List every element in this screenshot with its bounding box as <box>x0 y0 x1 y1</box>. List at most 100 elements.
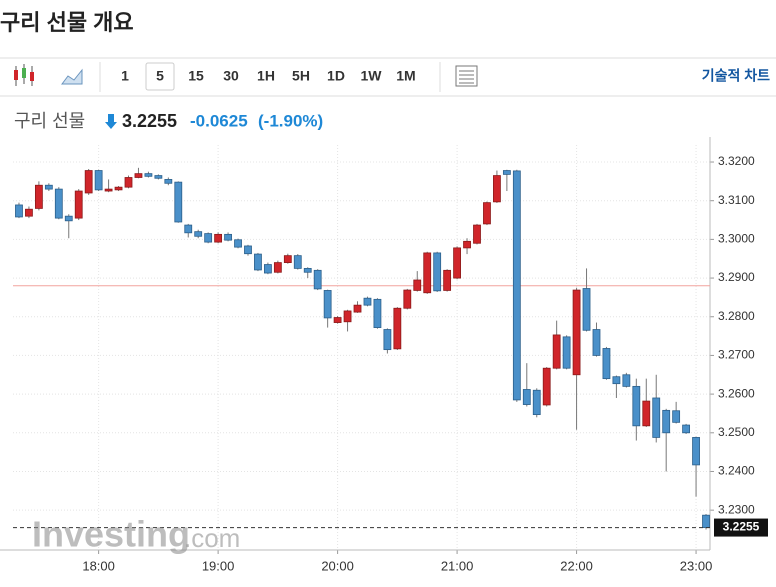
candle-body <box>532 389 541 416</box>
candle-body <box>552 334 561 369</box>
candle-body <box>493 175 501 203</box>
candle-body <box>194 231 203 237</box>
candle-body <box>283 255 292 263</box>
y-tick-label: 3.2900 <box>718 270 755 284</box>
y-tick-label: 3.3000 <box>718 232 755 246</box>
candle-body <box>652 397 661 438</box>
y-tick-label: 3.2700 <box>718 348 755 362</box>
candle-body <box>502 170 511 175</box>
candle-body <box>144 173 153 177</box>
candle-body <box>114 186 123 191</box>
candle-body <box>622 374 631 387</box>
candle-body <box>343 310 352 323</box>
candle-body <box>423 252 432 294</box>
y-tick-label: 3.2300 <box>718 502 755 516</box>
candle-icon[interactable] <box>14 64 34 86</box>
candle-body <box>64 215 73 222</box>
table-icon[interactable] <box>455 65 478 87</box>
x-tick-label: 23:00 <box>680 558 713 573</box>
candle-body <box>264 264 272 274</box>
candle-body <box>224 233 232 241</box>
candle-body <box>184 224 193 234</box>
last-price-box <box>714 518 768 537</box>
tech-chart-link[interactable]: 기술적 차트 <box>702 68 770 84</box>
candle-body <box>662 409 671 434</box>
candle-body <box>483 202 491 225</box>
candle-body <box>383 329 392 351</box>
candle-body <box>154 175 163 179</box>
y-tick-label: 3.2400 <box>718 464 755 478</box>
interval-button[interactable]: 1D <box>327 68 345 84</box>
candle-body <box>642 400 651 427</box>
candle-body <box>104 188 113 192</box>
candle-body <box>244 245 252 255</box>
candle-body <box>54 188 63 219</box>
interval-button[interactable]: 1W <box>361 68 383 84</box>
candle-body <box>562 336 571 369</box>
interval-button[interactable]: 5 <box>156 68 164 84</box>
y-tick-label: 3.2500 <box>718 425 755 439</box>
interval-button[interactable]: 1 <box>121 68 129 84</box>
candle-body <box>15 204 23 218</box>
candle-body <box>313 269 322 290</box>
candle-body <box>393 307 402 350</box>
y-tick-label: 3.2800 <box>718 309 755 323</box>
candle-body <box>453 247 461 279</box>
x-tick-label: 20:00 <box>321 558 354 573</box>
candle-body <box>592 329 601 356</box>
candle-body <box>632 385 641 427</box>
last-price-label: 3.2255 <box>723 520 760 534</box>
candle-body <box>473 224 481 244</box>
candle-body <box>303 267 312 273</box>
watermark-suffix: .com <box>184 523 240 553</box>
candle-body <box>273 262 282 273</box>
interval-button[interactable]: 15 <box>188 68 204 84</box>
interval-button[interactable]: 5H <box>292 68 310 84</box>
down-arrow <box>105 114 117 129</box>
candle-body <box>174 181 183 223</box>
candle-body <box>572 289 581 376</box>
interval-button[interactable]: 30 <box>223 68 239 84</box>
area-icon[interactable] <box>61 68 83 85</box>
candle-body <box>463 240 471 249</box>
candle-body <box>702 514 710 528</box>
candle-body <box>94 170 103 191</box>
quote-change-pct: (-1.90%) <box>258 111 323 130</box>
candle-body <box>44 184 53 190</box>
candle-body <box>34 184 43 209</box>
quote-change: -0.0625 <box>190 111 248 130</box>
candle-body <box>413 279 422 291</box>
candle-body <box>682 424 691 434</box>
quote-price: 3.2255 <box>122 111 177 131</box>
candle-body <box>602 348 611 380</box>
y-tick-label: 3.2600 <box>718 386 755 400</box>
candle-body <box>612 376 621 385</box>
candle-body <box>403 289 412 309</box>
candle-body <box>512 170 521 401</box>
candle-body <box>443 269 452 291</box>
x-tick-label: 18:00 <box>82 558 115 573</box>
interval-button[interactable]: 1H <box>257 68 275 84</box>
candle-body <box>124 177 133 188</box>
candle-body <box>164 179 173 184</box>
candle-body <box>323 290 332 319</box>
candle-body <box>293 255 302 269</box>
candle-body <box>234 239 242 248</box>
candle-body <box>433 252 442 292</box>
x-tick-label: 19:00 <box>202 558 235 573</box>
interval-button[interactable]: 1M <box>396 68 415 84</box>
candle-body <box>373 298 382 328</box>
candle-body <box>353 304 362 313</box>
candle-body <box>582 288 591 331</box>
selected-interval-box <box>145 62 175 91</box>
candle-body <box>214 233 223 243</box>
y-tick-label: 3.3200 <box>718 154 755 168</box>
x-tick-label: 22:00 <box>560 558 593 573</box>
candle-body <box>254 253 262 271</box>
x-tick-label: 21:00 <box>441 558 474 573</box>
candle-body <box>542 367 551 406</box>
page-title: 구리 선물 개요 <box>0 10 134 35</box>
candle-body <box>25 208 33 217</box>
